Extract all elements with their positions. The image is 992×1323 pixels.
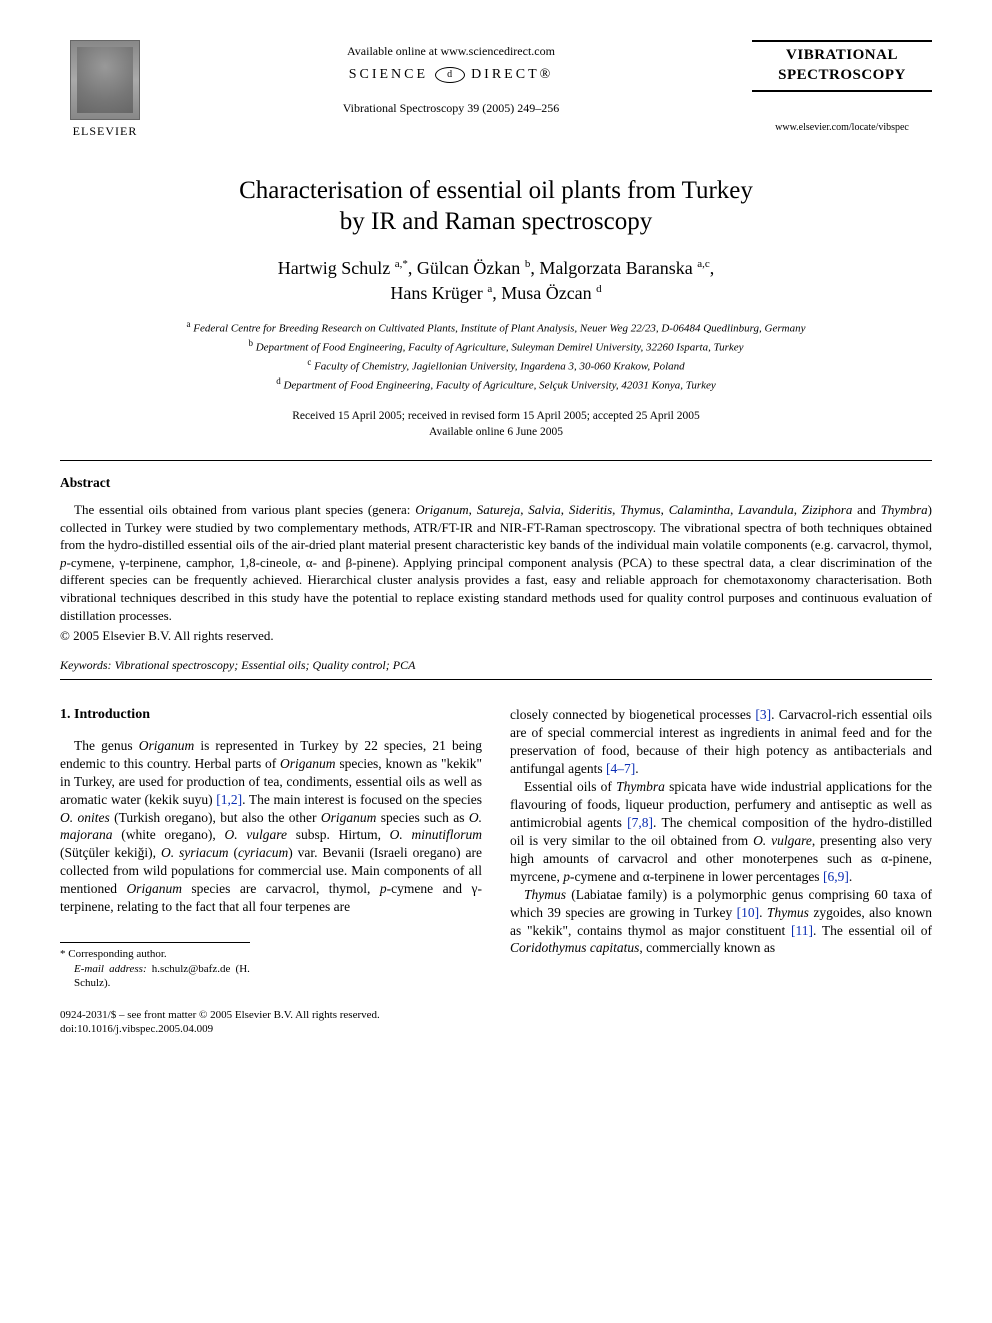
section-1-heading: 1. Introduction xyxy=(60,706,482,725)
abstract-copyright: © 2005 Elsevier B.V. All rights reserved… xyxy=(60,628,932,644)
sd-d-icon: d xyxy=(435,67,465,83)
authors-block: Hartwig Schulz a,*, Gülcan Özkan b, Malg… xyxy=(60,256,932,306)
sciencedirect-logo: SCIENCE d DIRECT® xyxy=(150,67,752,83)
rule-above-abstract xyxy=(60,460,932,461)
affil-c: c Faculty of Chemistry, Jagiellonian Uni… xyxy=(60,356,932,375)
affil-a: a Federal Centre for Breeding Research o… xyxy=(60,318,932,337)
dates-l1: Received 15 April 2005; received in revi… xyxy=(292,410,700,422)
header-center: Available online at www.sciencedirect.co… xyxy=(150,40,752,116)
keywords-label: Keywords: xyxy=(60,658,112,672)
column-right: closely connected by biogenetical proces… xyxy=(510,706,932,990)
col1-para1: The genus Origanum is represented in Tur… xyxy=(60,737,482,917)
article-title: Characterisation of essential oil plants… xyxy=(60,175,932,238)
abstract-para: The essential oils obtained from various… xyxy=(60,501,932,624)
affiliations-block: a Federal Centre for Breeding Research o… xyxy=(60,318,932,394)
title-line1: Characterisation of essential oil plants… xyxy=(239,177,753,204)
publisher-label: ELSEVIER xyxy=(60,124,150,139)
footnotes-block: * Corresponding author. E-mail address: … xyxy=(60,942,250,990)
journal-block: VIBRATIONAL SPECTROSCOPY www.elsevier.co… xyxy=(752,40,932,133)
sd-right: DIRECT® xyxy=(471,67,553,82)
col2-para3: Thymus (Labiatae family) is a polymorphi… xyxy=(510,886,932,958)
journal-title-l2: SPECTROSCOPY xyxy=(752,66,932,84)
dates-block: Received 15 April 2005; received in revi… xyxy=(60,408,932,440)
dates-l2: Available online 6 June 2005 xyxy=(429,426,563,438)
keywords-value: Vibrational spectroscopy; Essential oils… xyxy=(112,658,416,672)
rule-below-keywords xyxy=(60,679,932,680)
affil-d: d Department of Food Engineering, Facult… xyxy=(60,375,932,394)
elsevier-tree-icon xyxy=(70,40,140,120)
page-root: ELSEVIER Available online at www.science… xyxy=(0,0,992,1067)
corresponding-author-note: * Corresponding author. xyxy=(60,947,250,961)
authors-line1: Hartwig Schulz a,*, Gülcan Özkan b, Malg… xyxy=(278,258,715,278)
available-online-line: Available online at www.sciencedirect.co… xyxy=(150,44,752,59)
abstract-heading: Abstract xyxy=(60,475,932,491)
email-line: E-mail address: h.schulz@bafz.de (H. Sch… xyxy=(60,962,250,991)
col2-para2: Essential oils of Thymbra spicata have w… xyxy=(510,778,932,886)
journal-title-box: VIBRATIONAL SPECTROSCOPY xyxy=(752,40,932,92)
affil-b: b Department of Food Engineering, Facult… xyxy=(60,337,932,356)
footer-line1: 0924-2031/$ – see front matter © 2005 El… xyxy=(60,1008,932,1022)
two-column-body: 1. Introduction The genus Origanum is re… xyxy=(60,706,932,990)
journal-title-l1: VIBRATIONAL xyxy=(752,46,932,64)
publisher-logo-block: ELSEVIER xyxy=(60,40,150,139)
citation-line: Vibrational Spectroscopy 39 (2005) 249–2… xyxy=(150,101,752,116)
authors-line2: Hans Krüger a, Musa Özcan d xyxy=(390,283,601,303)
footer-block: 0924-2031/$ – see front matter © 2005 El… xyxy=(60,1008,932,1037)
title-line2: by IR and Raman spectroscopy xyxy=(340,208,652,235)
email-label: E-mail address: xyxy=(74,963,147,975)
abstract-body: The essential oils obtained from various… xyxy=(60,501,932,624)
column-left: 1. Introduction The genus Origanum is re… xyxy=(60,706,482,990)
header-row: ELSEVIER Available online at www.science… xyxy=(60,40,932,139)
sd-left: SCIENCE xyxy=(349,67,428,82)
keywords-line: Keywords: Vibrational spectroscopy; Esse… xyxy=(60,658,932,673)
footer-line2: doi:10.1016/j.vibspec.2005.04.009 xyxy=(60,1022,932,1036)
journal-url: www.elsevier.com/locate/vibspec xyxy=(752,122,932,133)
col2-para1: closely connected by biogenetical proces… xyxy=(510,706,932,778)
